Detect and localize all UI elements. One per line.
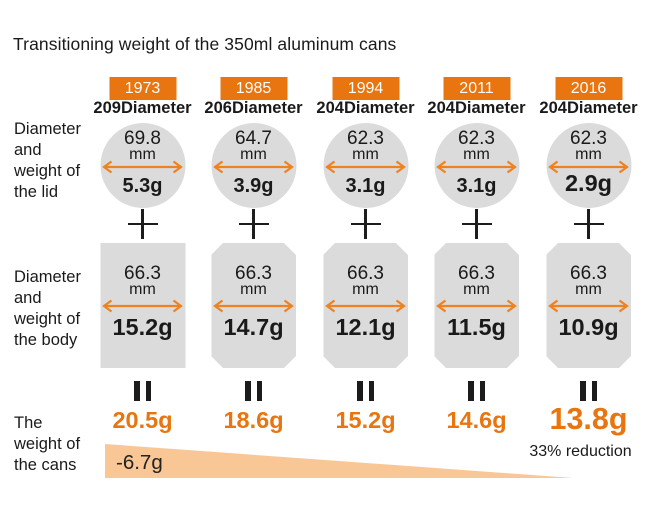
body-diameter-value: 66.3 (458, 263, 495, 284)
mm-unit-label: mm (575, 281, 602, 298)
lid-weight-value: 3.1g (456, 175, 497, 197)
diameter-arrow-icon (324, 298, 408, 314)
year-column-1985: 1985 206Diameter 64.7 mm 3.9g 66.3 mm 14… (198, 0, 309, 506)
lid-row-label-line: Diameter (14, 120, 81, 138)
total-row-label: The weight of the cans (14, 413, 80, 476)
lid-weight-value: 5.3g (122, 175, 163, 197)
can-body-shape: 66.3 mm 12.1g (323, 243, 408, 368)
diameter-arrow-icon (435, 298, 519, 314)
body-row-label-line: the body (14, 331, 78, 349)
lid-row-label-line: and (14, 141, 42, 159)
lid-circle: 62.3 mm 3.1g (323, 123, 408, 208)
diameter-arrow-icon (548, 160, 629, 174)
diameter-code-label: 209Diameter (93, 99, 192, 117)
diameter-code-label: 204Diameter (427, 99, 526, 117)
mm-unit-label: mm (129, 281, 156, 298)
lid-diameter-value: 62.3 (347, 128, 384, 149)
plus-icon (573, 209, 604, 239)
can-body-shape: 66.3 mm 11.5g (434, 243, 519, 368)
lid-diameter-value: 64.7 (235, 128, 272, 149)
body-weight-value: 14.7g (223, 314, 284, 340)
lid-weight-value: 3.9g (233, 175, 274, 197)
can-body-shape: 66.3 mm 15.2g (100, 243, 185, 368)
equals-icon (310, 381, 421, 401)
plus-icon (127, 209, 158, 239)
lid-diameter-value: 69.8 (124, 128, 161, 149)
mm-unit-label: mm (352, 146, 379, 163)
total-weight-value: 15.2g (335, 407, 396, 433)
mm-unit-label: mm (463, 146, 490, 163)
equals-icon (87, 381, 198, 401)
total-weight-value: 18.6g (223, 407, 284, 433)
lid-row-label-line: the lid (14, 183, 59, 201)
lid-weight-value: 3.1g (345, 175, 386, 197)
diameter-code-label: 206Diameter (204, 99, 303, 117)
year-column-2011: 2011 204Diameter 62.3 mm 3.1g 66.3 mm 11… (421, 0, 532, 506)
total-weight-value: 13.8g (549, 402, 628, 436)
lid-circle: 62.3 mm 3.1g (434, 123, 519, 208)
year-badge: 1973 (109, 77, 176, 100)
body-row-label-line: and (14, 289, 42, 307)
year-badge: 2011 (443, 77, 510, 100)
year-column-1973: 1973 209Diameter 69.8 mm 5.3g 66.3 mm 15… (87, 0, 198, 506)
year-badge: 2016 (555, 77, 622, 100)
lid-row-label-line: weight of (14, 162, 81, 180)
can-body-shape: 66.3 mm 10.9g (546, 243, 631, 368)
diameter-code-label: 204Diameter (539, 99, 638, 117)
diameter-arrow-icon (102, 299, 183, 313)
equals-icon (198, 381, 309, 401)
plus-icon (238, 209, 269, 239)
mm-unit-label: mm (463, 281, 490, 298)
equals-icon (421, 381, 532, 401)
year-badge: 1994 (332, 77, 399, 100)
mm-unit-label: mm (575, 146, 602, 163)
page-title: Transitioning weight of the 350ml alumin… (13, 34, 397, 54)
lid-weight-value: 2.9g (564, 170, 613, 196)
body-diameter-value: 66.3 (124, 263, 161, 284)
plus-icon (350, 209, 381, 239)
mm-unit-label: mm (129, 146, 156, 163)
equals-icon (533, 381, 644, 401)
diameter-arrow-icon (213, 160, 294, 174)
diameter-arrow-icon (436, 160, 517, 174)
total-weight-value: 14.6g (446, 407, 507, 433)
diameter-arrow-icon (212, 298, 296, 314)
lid-row-label: Diameter and weight of the lid (14, 119, 81, 203)
diameter-arrow-icon (325, 160, 406, 174)
lid-diameter-value: 62.3 (458, 128, 495, 149)
total-row-label-line: weight of (14, 435, 81, 453)
total-row-label-line: The (14, 414, 43, 432)
body-row-label-line: Diameter (14, 268, 81, 286)
mm-unit-label: mm (240, 281, 267, 298)
diameter-code-label: 204Diameter (316, 99, 415, 117)
body-weight-value: 11.5g (447, 314, 506, 340)
year-badge: 1985 (220, 77, 287, 100)
diameter-arrow-icon (547, 298, 631, 314)
plus-icon (461, 209, 492, 239)
body-row-label: Diameter and weight of the body (14, 267, 81, 351)
lid-circle: 64.7 mm 3.9g (211, 123, 296, 208)
year-column-1994: 1994 204Diameter 62.3 mm 3.1g 66.3 mm 12… (310, 0, 421, 506)
lid-circle: 62.3 mm 2.9g (546, 123, 631, 208)
body-diameter-value: 66.3 (347, 263, 384, 284)
mm-unit-label: mm (240, 146, 267, 163)
body-diameter-value: 66.3 (570, 263, 607, 284)
body-weight-value: 10.9g (558, 314, 619, 340)
body-row-label-line: weight of (14, 310, 81, 328)
lid-diameter-value: 62.3 (570, 128, 607, 149)
lid-circle: 69.8 mm 5.3g (100, 123, 185, 208)
year-column-2016: 2016 204Diameter 62.3 mm 2.9g 66.3 mm 10… (533, 0, 644, 506)
mm-unit-label: mm (352, 281, 379, 298)
body-weight-value: 15.2g (112, 314, 173, 340)
body-weight-value: 12.1g (335, 314, 396, 340)
total-weight-value: 20.5g (112, 407, 173, 433)
reduction-percentage-label: 33% reduction (529, 443, 632, 460)
weight-saving-value: -6.7g (116, 451, 163, 474)
total-row-label-line: the cans (14, 456, 77, 474)
diameter-arrow-icon (102, 160, 183, 174)
can-body-shape: 66.3 mm 14.7g (211, 243, 296, 368)
body-diameter-value: 66.3 (235, 263, 272, 284)
